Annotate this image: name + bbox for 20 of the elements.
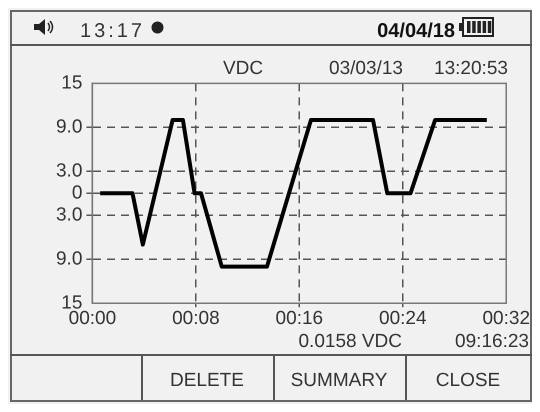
y-tick-label: 15	[61, 72, 82, 94]
x-tick-label: 00:08	[172, 308, 220, 329]
text: 09:16:23	[454, 331, 529, 353]
text: 13:17	[80, 20, 146, 43]
text: DELETE	[169, 370, 245, 392]
y-tick-label: 3.0	[56, 160, 82, 182]
text: 03/03/13	[328, 58, 404, 80]
text: 13:20:53	[433, 58, 509, 80]
text: SUMMARY	[290, 370, 388, 392]
x-tick-label: 00:24	[379, 308, 427, 329]
y-tick-label: 3.0	[56, 204, 82, 226]
text: VDC	[222, 58, 264, 80]
text: CLOSE	[434, 370, 502, 392]
y-tick-label: 0	[72, 182, 82, 204]
x-tick-label: 00:32	[482, 308, 530, 329]
y-tick-label: 9.0	[56, 116, 82, 138]
y-tick-label: 9.0	[56, 248, 82, 270]
text: 0.0158 VDC	[297, 331, 402, 353]
text: 04/04/18	[376, 20, 455, 43]
x-tick-label: 00:16	[276, 308, 324, 329]
